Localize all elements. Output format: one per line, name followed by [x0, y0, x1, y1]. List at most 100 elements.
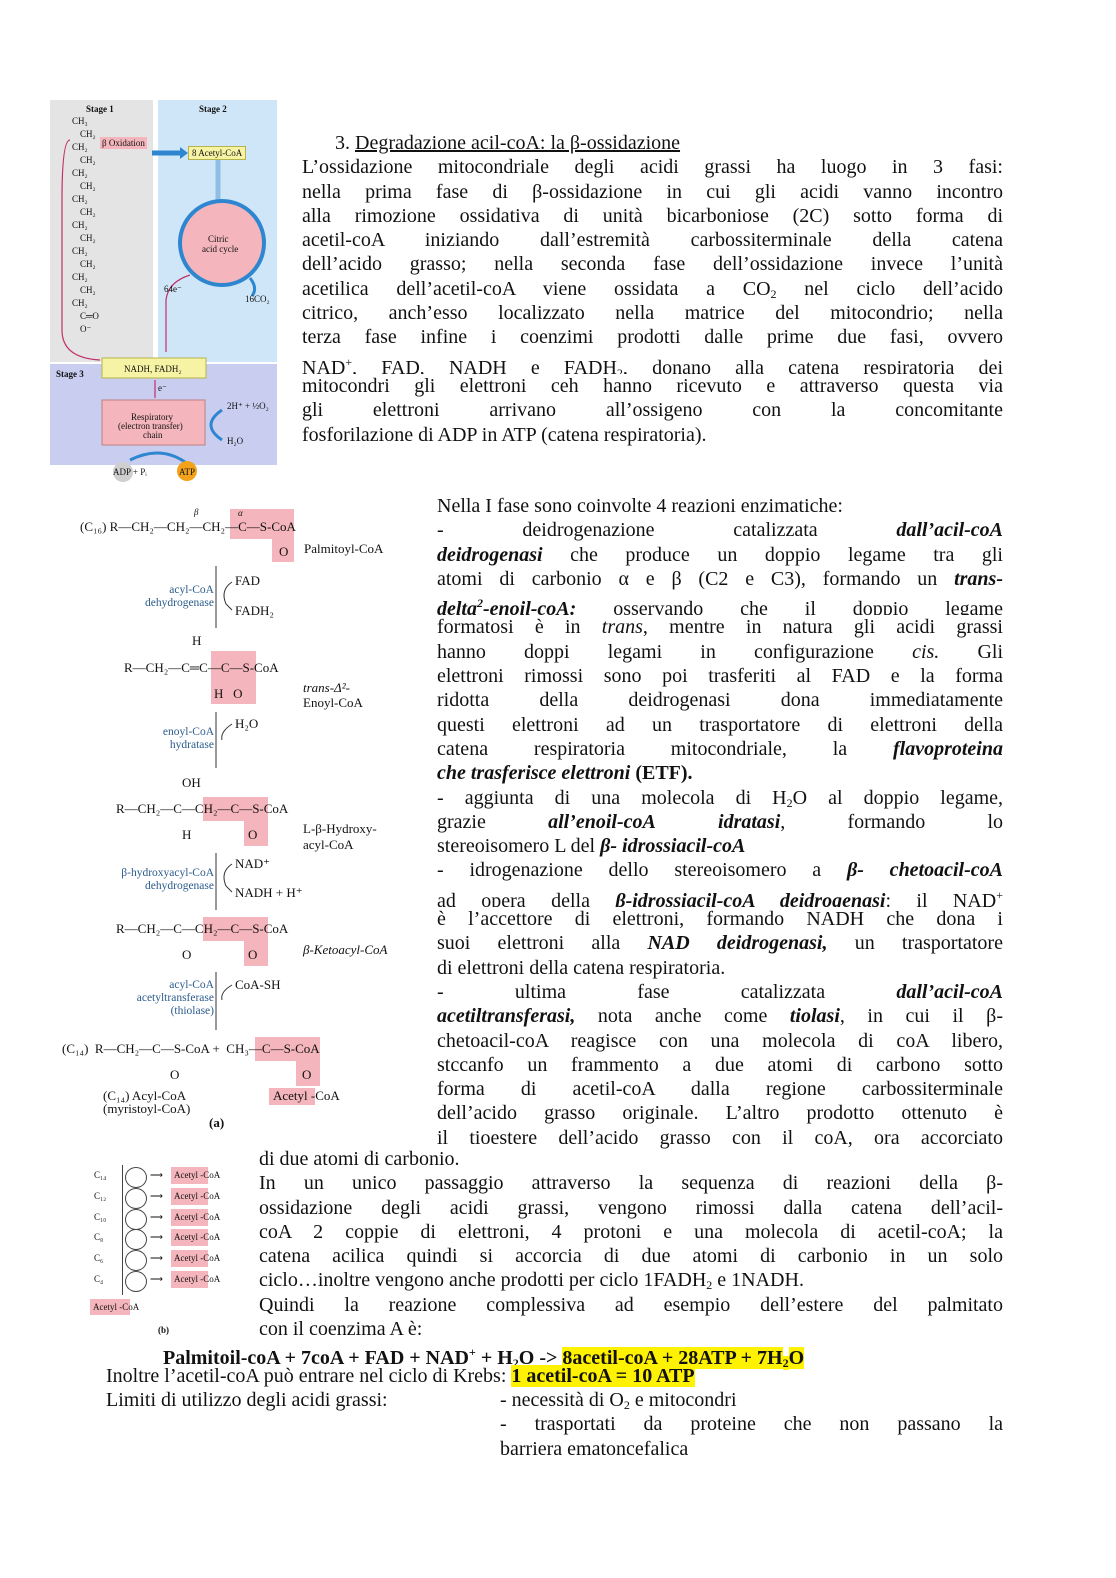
text-line: - trasportati da proteine che non passan… [500, 1412, 1003, 1436]
enzyme-enoyl-coa-hydratase: enoyl-CoA hydratase [162, 726, 214, 751]
atp-label: ATP [179, 467, 196, 477]
myristoyl-name: (myristoyl-CoA) [103, 1101, 191, 1116]
text-run: grazie [437, 810, 549, 833]
fad-label: FAD [235, 573, 261, 588]
panel-a-label: (a) [209, 1115, 225, 1130]
chain-group: CH₂ [72, 298, 88, 308]
text-line: barriera ematoncefalica [500, 1437, 1003, 1461]
text-line: 3. Degradazione acil-coA: la β-ossidazio… [302, 131, 1003, 155]
chain-group: O⁻ [80, 324, 92, 334]
text-run: acetilica dell’acetil-coA viene ossidata… [302, 277, 771, 300]
palmitoyl-name: Palmitoyl-CoA [304, 541, 384, 556]
acetyl-coa-name: Acetyl -CoA [273, 1088, 340, 1103]
carbon-count: C₆ [94, 1253, 104, 1264]
text-run: che trasferisce elettroni [437, 762, 631, 785]
text-run: NAD [302, 356, 346, 374]
text-run: Quindi la reazione complessiva ad esempi… [259, 1293, 1003, 1316]
text-line: ciclo…inoltre vengono anche prodotti per… [259, 1268, 1003, 1292]
text-line: deidrogenasi che produce un doppio legam… [437, 543, 1003, 567]
text-block-intro: 3. Degradazione acil-coA: la β-ossidazio… [302, 131, 1003, 447]
acid-cycle-label: acid cycle [202, 244, 239, 254]
stages-diagram [50, 100, 277, 482]
text-block-krebs: Inoltre l’acetil-coA può entrare nel cic… [106, 1364, 1006, 1413]
text-run: , formando lo [780, 810, 1003, 833]
acetyl-coa-product: Acetyl -CoA [174, 1170, 221, 1180]
ketoacyl-formula: R—CH₂—C—CH₂—C—S-CoA [116, 921, 289, 936]
text-run: - trasportati da proteine che non passan… [500, 1413, 1003, 1436]
text-run: 2 [616, 365, 623, 374]
panel-b-label: (b) [158, 1325, 169, 1335]
text-run: - deidrogenazione catalizzata [437, 519, 897, 542]
text-line: gli elettroni arrivano all’ossigeno con … [302, 398, 1003, 422]
text-run: (ETF). [630, 762, 693, 785]
chain-group: CH₂ [72, 272, 88, 282]
text-run: - aggiunta di una molecola di H [437, 786, 787, 809]
ketoacyl-name: β-Ketoacyl-CoA [303, 942, 388, 957]
hydroxyacyl-name-1: L-β-Hydroxy- [303, 821, 377, 836]
text-run: catena respiratoria mitocondriale, la [437, 737, 893, 760]
nadh-label: NADH + H⁺ [235, 885, 303, 900]
text-run: O [788, 1347, 805, 1369]
text-run: chetoacil-coA reagisce con una molecola … [437, 1029, 1003, 1052]
text-line: terza fase infine i coenzimi prodotti da… [302, 325, 1003, 349]
cycle-circle [125, 1250, 147, 1272]
text-line: elettroni rimossi sono poi trasferiti al… [437, 664, 1003, 688]
text-line: nella prima fase di β-ossidazione in cui… [302, 180, 1003, 204]
arrow-icon: ⟶ [150, 1211, 163, 1222]
oh-label: OH [182, 775, 201, 790]
text-run: coA 2 coppie di elettroni, 4 protoni e u… [259, 1220, 1003, 1243]
text-run: Inoltre l’acetil-coA può entrare nel cic… [106, 1365, 512, 1387]
arrow-icon: ⟶ [150, 1170, 163, 1180]
text-run: dell’acido grasso; nella seconda fase de… [302, 253, 1003, 276]
text-line: questi elettroni ad un trasportatore di … [437, 713, 1003, 737]
text-run: Degradazione acil-coA: la β-ossidazione [355, 132, 681, 154]
chain-group: CH₂ [72, 220, 88, 230]
text-run: stereoisomero L del [437, 835, 601, 858]
text-line: stccanfo un frammento a due atomi di car… [437, 1053, 1003, 1077]
text-run: Palmitoil-coA + 7coA + FAD + NAD [163, 1347, 469, 1369]
chain-group: CH₂ [80, 181, 96, 191]
atp-circle [177, 461, 197, 481]
text-run: formatosi è in [437, 616, 602, 639]
text-line: acetil-coA iniziando dall’estremità carb… [302, 228, 1003, 252]
o2-label: 2H⁺ + ½O₂ [227, 401, 269, 411]
text-run: gli elettroni arrivano all’ossigeno con … [302, 399, 1003, 422]
text-line: ossidazione degli acidi grassi, vengono … [259, 1196, 1003, 1220]
text-run: 2 [623, 1398, 630, 1412]
text-line: catena acilica quindi si accorcia di due… [259, 1244, 1003, 1268]
text-run: con il coenzima A è: [259, 1318, 423, 1341]
text-line: acetiltransferasi, nota anche come tiola… [437, 1004, 1003, 1028]
hydroxyacyl-name-2: acyl-CoA [303, 837, 354, 852]
carbon-count: C₁₂ [94, 1190, 107, 1201]
text-line: Nella I fase sono coinvolte 4 reazioni e… [437, 494, 1003, 518]
oxygen-label: O [248, 947, 258, 962]
text-run: 2 [782, 1356, 789, 1370]
text-run: dell’acido grasso originale. L’altro pro… [437, 1102, 1003, 1125]
chain-group: CH₂ [80, 155, 96, 165]
nad-label: NAD⁺ [235, 856, 271, 871]
fadh2-label: FADH₂ [235, 603, 274, 618]
text-line: - deidrogenazione catalizzata dall’acil-… [437, 518, 1003, 542]
text-run: fosforilazione di ADP in ATP (catena res… [302, 423, 707, 446]
text-run: è l’accettore di elettroni, formando NAD… [437, 908, 1003, 931]
text-run: forma di acetil-coA dalla regione carbos… [437, 1078, 1003, 1101]
text-line: Inoltre l’acetil-coA può entrare nel cic… [106, 1364, 1006, 1388]
text-line: delta2-enoil-coA: osservando che il dopp… [437, 591, 1003, 615]
text-line: mitocondri gli elettroni ceh hanno ricev… [302, 374, 1003, 398]
text-line: grazie all’enoil-coA idratasi, formando … [437, 810, 1003, 834]
arrow-icon: ⟶ [150, 1274, 163, 1284]
text-run: ossidazione degli acidi grassi, vengono … [259, 1196, 1003, 1219]
text-line: Limiti di utilizzo degli acidi grassi: [106, 1388, 1006, 1412]
text-run: deidrogenasi [437, 543, 543, 566]
electron-label: e⁻ [158, 383, 167, 393]
chain-group: CH₂ [72, 168, 88, 178]
carbon-count: C₁₀ [94, 1211, 107, 1222]
hydroxyacyl-formula: R—CH₂—C—CH₂—C—S-CoA [116, 801, 289, 816]
coash-label: CoA-SH [235, 977, 281, 992]
text-run: In un unico passaggio attraverso la sequ… [259, 1172, 1003, 1195]
nadh-box [101, 357, 207, 379]
text-run: acetiltransferasi, [437, 1005, 576, 1028]
text-run: β- chetoacil-coA [846, 859, 1003, 882]
text-run: dall’acil-coA [896, 519, 1003, 542]
chain-group: CH₂ [80, 285, 96, 295]
